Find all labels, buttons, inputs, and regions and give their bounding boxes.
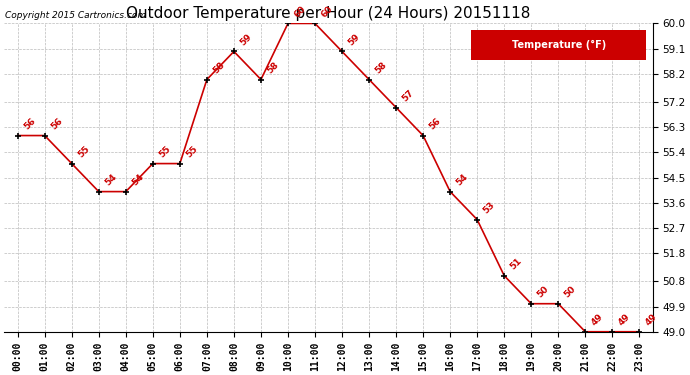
Text: 56: 56 — [427, 116, 442, 131]
Text: 49: 49 — [589, 312, 605, 328]
Text: 50: 50 — [562, 284, 578, 300]
Text: 56: 56 — [22, 116, 37, 131]
Text: 58: 58 — [373, 60, 388, 75]
Text: 60: 60 — [319, 4, 334, 19]
Text: 55: 55 — [157, 144, 172, 159]
Text: 54: 54 — [130, 172, 146, 188]
Text: 56: 56 — [49, 116, 64, 131]
Text: 54: 54 — [103, 172, 118, 188]
Title: Outdoor Temperature per Hour (24 Hours) 20151118: Outdoor Temperature per Hour (24 Hours) … — [126, 6, 531, 21]
Text: 60: 60 — [292, 4, 307, 19]
Text: 59: 59 — [238, 32, 253, 47]
Text: 55: 55 — [184, 144, 199, 159]
Text: 54: 54 — [454, 172, 470, 188]
Text: 58: 58 — [211, 60, 226, 75]
Text: Copyright 2015 Cartronics.com: Copyright 2015 Cartronics.com — [6, 11, 147, 20]
Text: 59: 59 — [346, 32, 362, 47]
Text: 53: 53 — [482, 200, 497, 216]
Text: 49: 49 — [616, 312, 632, 328]
Text: 58: 58 — [265, 60, 280, 75]
Text: 57: 57 — [400, 88, 415, 104]
Text: 50: 50 — [535, 284, 551, 300]
Text: 49: 49 — [644, 312, 659, 328]
Text: 51: 51 — [509, 256, 524, 272]
Text: 55: 55 — [76, 144, 91, 159]
